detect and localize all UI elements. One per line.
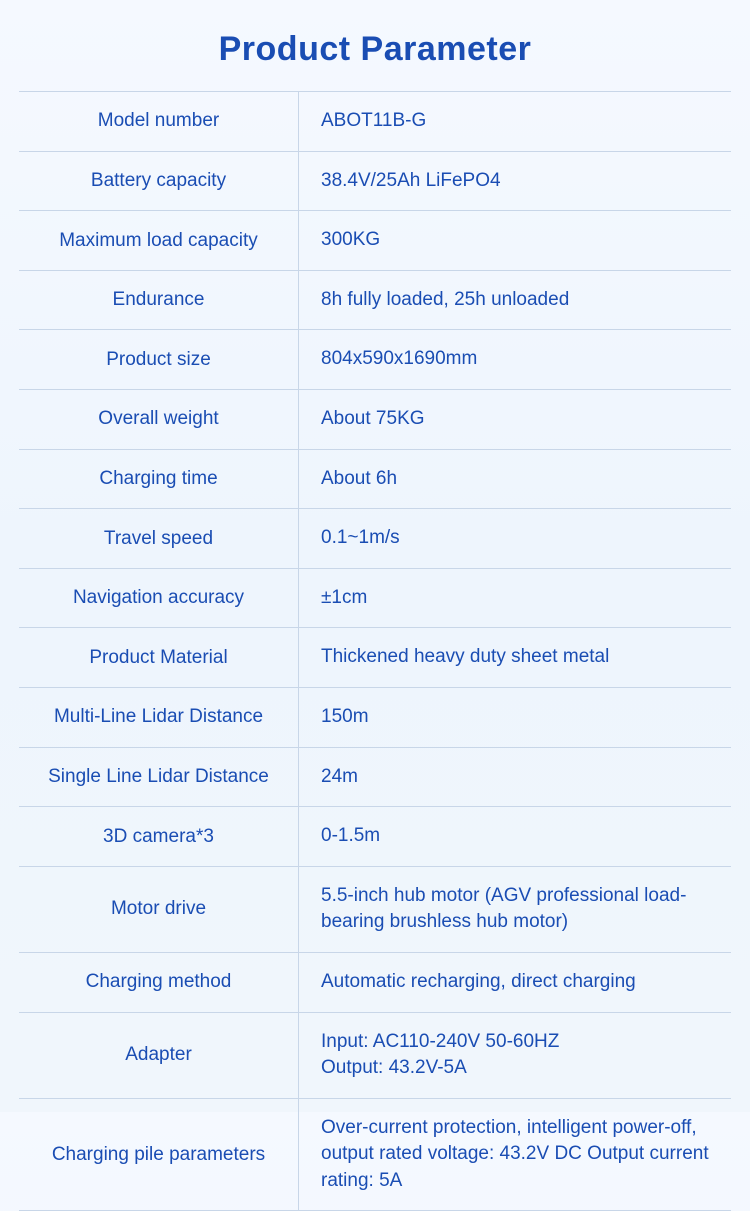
spec-label: Product Material: [19, 628, 299, 687]
spec-label: Travel speed: [19, 509, 299, 568]
spec-value: Over-current protection, intelligent pow…: [299, 1099, 731, 1211]
spec-label: Single Line Lidar Distance: [19, 748, 299, 807]
spec-value: Automatic recharging, direct charging: [299, 953, 731, 1012]
spec-value: ±1cm: [299, 569, 731, 628]
spec-table: Model numberABOT11B-GBattery capacity38.…: [19, 91, 731, 1211]
spec-value: ABOT11B-G: [299, 92, 731, 151]
table-row: Multi-Line Lidar Distance150m: [19, 688, 731, 748]
spec-label: Motor drive: [19, 867, 299, 952]
table-row: Endurance8h fully loaded, 25h unloaded: [19, 271, 731, 331]
spec-value: 0.1~1m/s: [299, 509, 731, 568]
spec-label: Overall weight: [19, 390, 299, 449]
table-row: Overall weightAbout 75KG: [19, 390, 731, 450]
table-row: Charging timeAbout 6h: [19, 450, 731, 510]
spec-label: Battery capacity: [19, 152, 299, 211]
table-row: 3D camera*30-1.5m: [19, 807, 731, 867]
spec-label: Charging method: [19, 953, 299, 1012]
spec-value: 24m: [299, 748, 731, 807]
spec-value: 5.5-inch hub motor (AGV professional loa…: [299, 867, 731, 952]
spec-label: Charging time: [19, 450, 299, 509]
spec-label: Charging pile parameters: [19, 1099, 299, 1211]
table-row: Travel speed0.1~1m/s: [19, 509, 731, 569]
spec-value: Input: AC110-240V 50-60HZ Output: 43.2V-…: [299, 1013, 731, 1098]
spec-value: 150m: [299, 688, 731, 747]
spec-value: About 6h: [299, 450, 731, 509]
table-row: Charging pile parametersOver-current pro…: [19, 1099, 731, 1211]
spec-label: Navigation accuracy: [19, 569, 299, 628]
spec-label: Adapter: [19, 1013, 299, 1098]
spec-label: 3D camera*3: [19, 807, 299, 866]
spec-value: Thickened heavy duty sheet metal: [299, 628, 731, 687]
table-row: Product MaterialThickened heavy duty she…: [19, 628, 731, 688]
table-row: Maximum load capacity300KG: [19, 211, 731, 271]
spec-label: Product size: [19, 330, 299, 389]
table-row: Single Line Lidar Distance24m: [19, 748, 731, 808]
table-row: Product size804x590x1690mm: [19, 330, 731, 390]
table-row: Motor drive5.5-inch hub motor (AGV profe…: [19, 867, 731, 953]
table-row: AdapterInput: AC110-240V 50-60HZ Output:…: [19, 1013, 731, 1099]
spec-value: About 75KG: [299, 390, 731, 449]
spec-value: 8h fully loaded, 25h unloaded: [299, 271, 731, 330]
table-row: Navigation accuracy±1cm: [19, 569, 731, 629]
spec-value: 38.4V/25Ah LiFePO4: [299, 152, 731, 211]
table-row: Model numberABOT11B-G: [19, 92, 731, 152]
spec-value: 300KG: [299, 211, 731, 270]
spec-label: Maximum load capacity: [19, 211, 299, 270]
table-row: Charging methodAutomatic recharging, dir…: [19, 953, 731, 1013]
page-title: Product Parameter: [0, 0, 750, 91]
spec-label: Model number: [19, 92, 299, 151]
spec-value: 0-1.5m: [299, 807, 731, 866]
spec-label: Endurance: [19, 271, 299, 330]
spec-value: 804x590x1690mm: [299, 330, 731, 389]
table-row: Battery capacity38.4V/25Ah LiFePO4: [19, 152, 731, 212]
spec-label: Multi-Line Lidar Distance: [19, 688, 299, 747]
